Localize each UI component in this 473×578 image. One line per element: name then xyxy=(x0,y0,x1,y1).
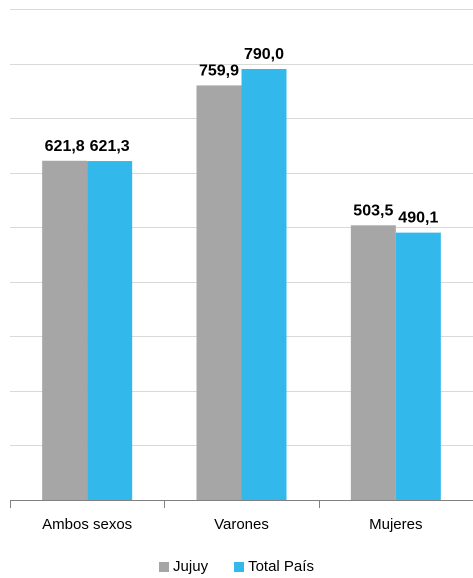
data-labels: 621,8 621,3 759,9 790,0 503,5 490,1 xyxy=(45,46,439,227)
bar-jujuy-2 xyxy=(350,225,396,500)
value-label: 503,5 xyxy=(353,202,393,219)
bar-total-pa-s-1 xyxy=(241,69,287,500)
legend-swatch-total-pais xyxy=(234,561,245,572)
bar-jujuy-0 xyxy=(42,160,88,500)
x-axis xyxy=(10,500,473,508)
bar-total-pa-s-0 xyxy=(87,161,133,500)
value-label: 621,8 xyxy=(45,138,85,155)
legend: Jujuy Total País xyxy=(0,558,473,575)
category-label: Varones xyxy=(214,516,269,533)
category-labels: Ambos sexos Varones Mujeres xyxy=(42,516,422,533)
value-label: 621,3 xyxy=(90,138,130,155)
value-label: 759,9 xyxy=(199,62,239,79)
legend-item-total-pais: Total País xyxy=(234,558,314,575)
category-label: Mujeres xyxy=(369,516,422,533)
legend-label-jujuy: Jujuy xyxy=(173,558,209,575)
legend-label-total-pais: Total País xyxy=(248,558,314,575)
bar-jujuy-1 xyxy=(196,85,242,500)
legend-item-jujuy: Jujuy xyxy=(159,558,208,575)
legend-swatch-jujuy xyxy=(159,561,170,572)
value-label: 490,1 xyxy=(398,210,438,227)
bar-total-pa-s-2 xyxy=(395,232,441,500)
value-label: 790,0 xyxy=(244,46,284,63)
category-label: Ambos sexos xyxy=(42,516,132,533)
bars xyxy=(42,69,441,500)
